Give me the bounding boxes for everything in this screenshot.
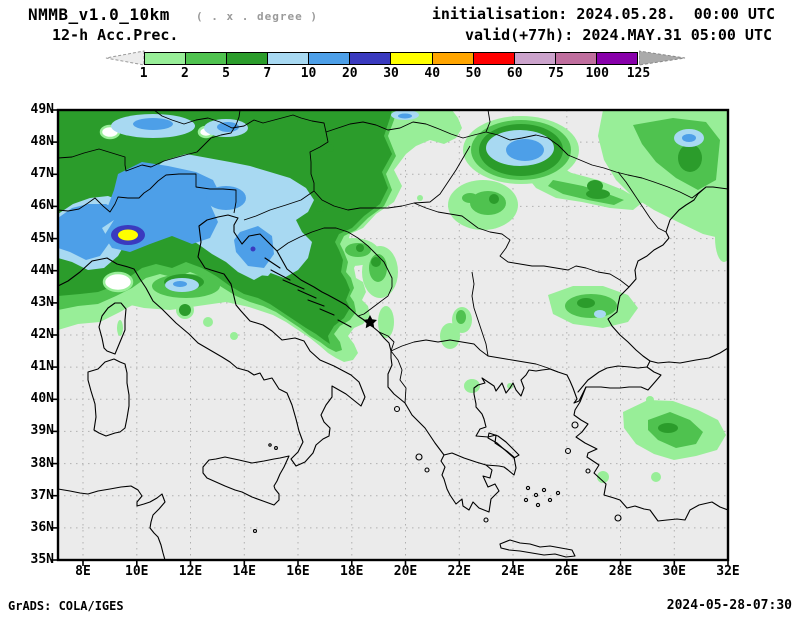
lat-label: 45N bbox=[30, 230, 54, 246]
colorbar-cell bbox=[185, 53, 227, 64]
lon-label: 24E bbox=[501, 564, 525, 579]
colorbar-tick: 125 bbox=[626, 66, 651, 81]
colorbar-cell bbox=[431, 53, 473, 64]
colorbar-cell bbox=[308, 53, 350, 64]
page-title: NMMB_v1.0_10km bbox=[28, 5, 170, 24]
colorbar-tick: 20 bbox=[341, 66, 358, 81]
lon-label: 30E bbox=[662, 564, 686, 579]
colorbar-cell bbox=[554, 53, 596, 64]
colorbar-cell bbox=[226, 53, 268, 64]
lon-label: 12E bbox=[178, 564, 203, 579]
lon-label: 26E bbox=[555, 564, 579, 579]
colorbar-tick: 30 bbox=[383, 66, 399, 81]
colorbar-cell bbox=[390, 53, 432, 64]
colorbar-tick: 40 bbox=[424, 66, 441, 81]
colorbar-cell bbox=[595, 53, 637, 64]
lon-label: 14E bbox=[232, 564, 256, 579]
lon-label: 32E bbox=[716, 564, 740, 579]
lat-label: 36N bbox=[30, 519, 54, 535]
coastline-layer bbox=[58, 186, 728, 560]
lat-label: 42N bbox=[30, 326, 54, 342]
colorbar-cell bbox=[513, 53, 555, 64]
colorbar-tick: 75 bbox=[548, 66, 564, 81]
lon-label: 18E bbox=[340, 564, 364, 579]
lon-label: 22E bbox=[447, 564, 471, 579]
valid-time: valid(+77h): 2024.MAY.31 05:00 UTC bbox=[464, 26, 772, 44]
lat-label: 44N bbox=[30, 262, 54, 278]
lat-label: 39N bbox=[30, 423, 54, 439]
lat-axis: 49N 48N 47N 46N 45N 44N 43N 42N 41N 40N … bbox=[16, 103, 54, 567]
product-subtitle: 12-h Acc.Prec. bbox=[52, 26, 179, 44]
lat-label: 37N bbox=[30, 487, 54, 503]
initialisation-time: initialisation: 2024.05.28. 00:00 UTC bbox=[431, 5, 775, 23]
lat-label: 35N bbox=[30, 551, 54, 567]
precipitation-map bbox=[51, 108, 730, 566]
colorbar-cell bbox=[472, 53, 514, 64]
precip-fill-layer bbox=[58, 110, 728, 483]
colorbar-cell bbox=[145, 53, 186, 64]
lat-label: 48N bbox=[30, 134, 54, 150]
colorbar-cell bbox=[349, 53, 391, 64]
colorbar-tick: 7 bbox=[263, 66, 272, 81]
grads-credit: GrADS: COLA/IGES bbox=[8, 599, 124, 613]
colorbar-tick-labels: 1 2 5 7 10 20 30 40 50 60 75 100 125 bbox=[123, 66, 659, 81]
lat-label: 43N bbox=[30, 294, 54, 310]
lon-label: 10E bbox=[125, 564, 149, 579]
colorbar-over-arrow bbox=[639, 50, 686, 66]
colorbar bbox=[144, 52, 638, 65]
colorbar-tick: 100 bbox=[585, 66, 609, 81]
colorbar-tick: 2 bbox=[180, 66, 189, 81]
grid-resolution-note: ( . x . degree ) bbox=[196, 10, 318, 23]
lon-axis: 8E 10E 12E 14E 16E 18E 20E 22E 24E 26E 2… bbox=[63, 564, 748, 579]
colorbar-cell bbox=[267, 53, 309, 64]
lon-label: 28E bbox=[608, 564, 633, 579]
lat-label: 49N bbox=[30, 102, 54, 117]
lon-label: 16E bbox=[286, 564, 310, 579]
colorbar-tick: 10 bbox=[300, 66, 317, 81]
map-frame bbox=[56, 108, 730, 562]
lat-label: 38N bbox=[30, 455, 54, 471]
creation-timestamp: 2024-05-28-07:30 bbox=[666, 598, 792, 613]
colorbar-tick: 60 bbox=[506, 66, 523, 81]
colorbar-tick: 50 bbox=[465, 66, 482, 81]
border-layer bbox=[58, 110, 707, 404]
station-marker-star bbox=[363, 315, 377, 329]
colorbar-tick: 5 bbox=[222, 66, 230, 81]
lat-label: 47N bbox=[30, 166, 54, 182]
lat-label: 46N bbox=[30, 198, 54, 214]
lon-label: 20E bbox=[393, 564, 418, 579]
lon-label: 8E bbox=[75, 564, 91, 579]
lat-label: 41N bbox=[30, 359, 54, 375]
colorbar-tick: 1 bbox=[139, 66, 148, 81]
lat-label: 40N bbox=[30, 391, 54, 407]
